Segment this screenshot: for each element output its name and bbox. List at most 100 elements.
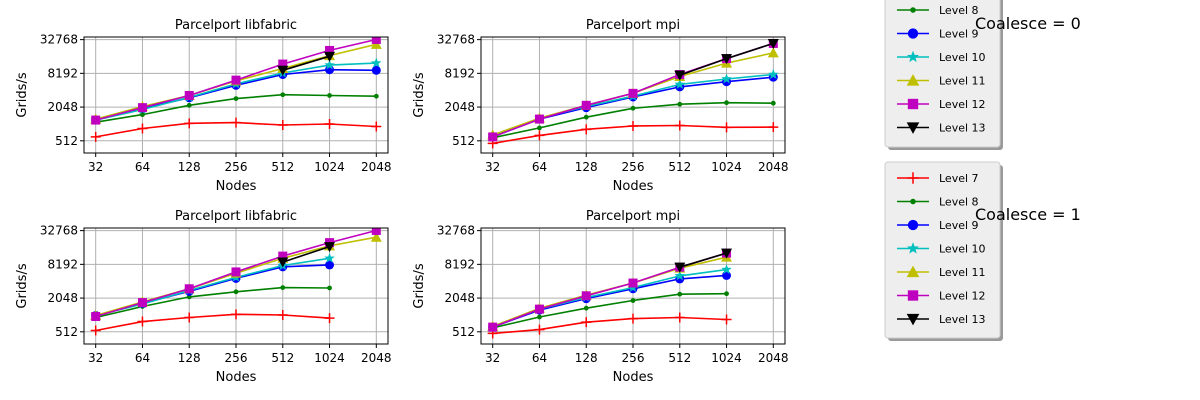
data-point-level-12 (278, 251, 288, 261)
legend-marker (906, 74, 920, 86)
data-point-level-9 (722, 270, 732, 280)
y-tick-label: 32768 (40, 33, 78, 47)
y-tick-label: 32768 (40, 224, 78, 238)
series-level-7 (487, 120, 779, 149)
legend-marker (906, 313, 920, 326)
y-axis-label: Grids/s (412, 263, 427, 308)
data-point-level-8 (724, 291, 729, 297)
plot-area (90, 37, 382, 142)
data-point-level-7 (184, 118, 195, 129)
data-point-level-7 (628, 313, 638, 324)
plot-area (487, 38, 779, 149)
series-line-level-13 (282, 55, 330, 72)
data-point-level-8 (327, 285, 332, 291)
legend-label: Level 13 (939, 122, 986, 135)
y-tick-label: 2048 (444, 291, 475, 305)
data-point-level-13 (324, 51, 336, 62)
coalesce-label-0: Coalesce = 0 (975, 14, 1081, 33)
legend-entry-level-13: Level 13 (897, 122, 986, 135)
series-line-level-8 (492, 292, 727, 329)
data-point-level-8 (770, 100, 776, 106)
series-level-13 (277, 242, 336, 268)
x-tick-label: 64 (532, 351, 547, 365)
data-point-level-7 (721, 314, 732, 325)
legend-entry-level-7: Level 7 (897, 172, 979, 185)
data-point-level-10 (674, 78, 685, 89)
legend-entry-level-8: Level 8 (897, 4, 979, 17)
y-axis-label: Grids/s (15, 263, 30, 308)
data-point-level-10 (674, 270, 685, 281)
legend-marker (907, 172, 919, 184)
x-tick-label: 256 (225, 160, 248, 174)
legend-entry-level-10: Level 10 (897, 50, 986, 64)
plot-area (487, 248, 733, 339)
x-tick-label: 2048 (758, 160, 789, 174)
legend-marker (907, 219, 919, 231)
data-point-level-12 (534, 304, 544, 314)
data-point-level-8 (630, 105, 636, 111)
data-point-level-7 (674, 312, 685, 323)
data-point-level-10 (371, 57, 382, 68)
x-tick-label: 64 (135, 351, 150, 365)
legend-entry-level-11: Level 11 (897, 265, 986, 279)
subplot-title: Parcelport libfabric (175, 18, 297, 33)
legend-marker (906, 265, 920, 278)
x-tick-label: 256 (225, 351, 248, 365)
data-point-level-8 (233, 289, 239, 295)
legend-1: Level 8 Level 9 Level 10 Level 11 Level 12 Le… (884, 0, 1003, 150)
data-point-level-13 (674, 70, 686, 81)
data-point-level-7 (581, 317, 592, 328)
legend-label: Level 9 (939, 28, 979, 41)
plot-area (90, 228, 382, 336)
x-tick-label: 64 (135, 160, 150, 174)
legend-entry-level-12: Level 12 (897, 98, 986, 111)
subplot-title: Parcelport mpi (586, 209, 680, 224)
x-axis-label: Nodes (216, 179, 257, 194)
legend-2: Level 7 Level 8 Level 9 Level 10 Level 11 Lev… (884, 161, 1003, 341)
x-tick-label: 256 (622, 351, 645, 365)
series-level-7 (487, 312, 732, 339)
data-point-level-11 (767, 47, 779, 58)
subplot-1: 32 64 128 256 512 1024 2048 512 2048 8192 32768 Par… (15, 18, 392, 194)
legend-entry-level-8: Level 8 (897, 196, 979, 209)
series-line-level-9 (95, 264, 330, 317)
x-axis-label: Nodes (216, 370, 257, 385)
x-tick-label: 2048 (361, 160, 392, 174)
data-point-level-7 (277, 310, 288, 321)
data-point-level-7 (324, 119, 335, 130)
data-point-level-8 (583, 305, 589, 311)
data-point-level-12 (325, 45, 335, 55)
data-point-level-8 (537, 314, 542, 320)
data-point-level-12 (581, 291, 591, 301)
data-point-level-13 (721, 54, 733, 65)
legend-label: Level 9 (939, 219, 979, 232)
data-point-level-7 (277, 120, 288, 131)
y-tick-label: 512 (55, 134, 78, 148)
x-tick-label: 1024 (711, 351, 742, 365)
data-point-level-10 (768, 69, 779, 79)
data-point-level-7 (721, 122, 732, 133)
x-tick-label: 2048 (361, 351, 392, 365)
data-point-level-7 (581, 124, 592, 135)
data-point-level-8 (327, 93, 332, 98)
y-tick-label: 2048 (47, 291, 78, 305)
legend-marker (906, 242, 920, 254)
data-point-level-8 (186, 102, 192, 108)
series-level-11 (487, 251, 733, 331)
x-tick-label: 1024 (314, 160, 345, 174)
data-point-level-12 (231, 75, 241, 85)
legend-entry-level-9: Level 9 (897, 28, 979, 41)
series-level-9 (488, 270, 732, 332)
series-level-12 (91, 37, 381, 125)
data-point-level-7 (534, 130, 545, 141)
data-point-level-7 (324, 313, 335, 324)
x-tick-label: 64 (532, 160, 547, 174)
x-tick-label: 2048 (758, 351, 789, 365)
data-point-level-13 (277, 257, 289, 268)
y-tick-label: 512 (55, 325, 78, 339)
legend-entry-level-12: Level 12 (897, 290, 986, 303)
series-level-9 (91, 260, 335, 321)
data-point-level-13 (767, 38, 779, 49)
data-point-level-8 (373, 93, 379, 99)
